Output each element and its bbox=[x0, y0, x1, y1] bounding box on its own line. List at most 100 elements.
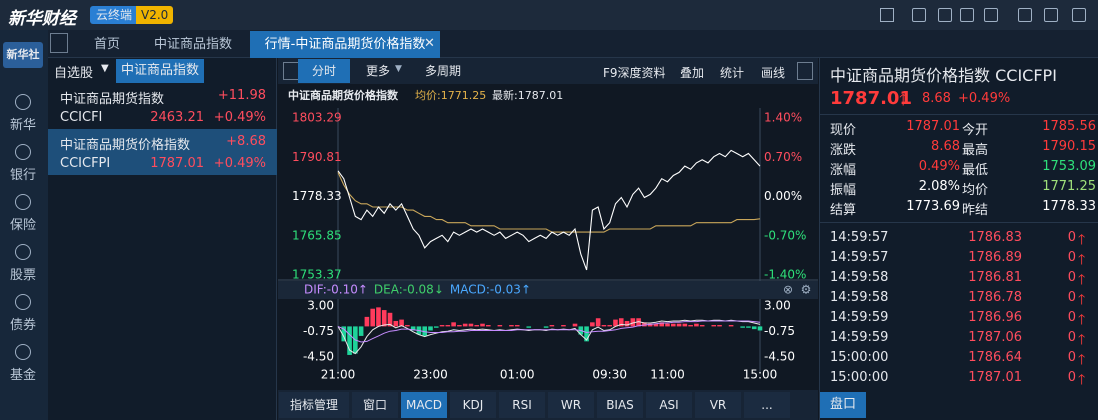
toolbar-button[interactable]: 多周期 bbox=[425, 64, 462, 78]
tick-arrow: 🡑 bbox=[1078, 352, 1086, 368]
toolbar-button[interactable]: 叠加 bbox=[680, 66, 705, 80]
tick-price: 1786.64 bbox=[968, 350, 1022, 365]
sidebar-item[interactable]: 基金 bbox=[10, 368, 37, 383]
sidebar-icon[interactable] bbox=[15, 244, 31, 260]
tick-volume: 0 bbox=[1067, 310, 1076, 325]
indicator-tab[interactable]: RSI bbox=[499, 392, 545, 418]
macd-bar bbox=[422, 326, 428, 336]
panel-toggle[interactable] bbox=[50, 33, 68, 53]
macd-bar bbox=[590, 322, 595, 327]
chart-toggle[interactable] bbox=[283, 62, 299, 80]
dropdown-arrow[interactable]: ▼ bbox=[101, 63, 109, 74]
y2-tick-label: -0.75 bbox=[764, 324, 795, 338]
indicator-tab[interactable]: KDJ bbox=[450, 392, 496, 418]
watchlist-title[interactable]: 自选股 bbox=[54, 66, 94, 81]
window-button[interactable] bbox=[1018, 8, 1032, 22]
sidebar-icon[interactable] bbox=[15, 194, 31, 210]
sidebar-icon[interactable] bbox=[15, 294, 31, 310]
price-line bbox=[337, 149, 761, 271]
item-name[interactable]: 中证商品期货价格指数 bbox=[60, 138, 191, 153]
indicator-label: DIF:-0.10↑ bbox=[304, 283, 368, 297]
settings-icon: ⚙ bbox=[801, 283, 812, 297]
tab[interactable]: 中证商品指数 bbox=[153, 37, 232, 52]
field-label: 最高 bbox=[962, 143, 989, 158]
window-button[interactable] bbox=[984, 8, 998, 22]
tick-price: 1786.81 bbox=[968, 270, 1022, 285]
intraday-chart: 1803.29 1790.81 1778.33 1765.85 1753.37 1.40%… bbox=[278, 108, 818, 382]
x-tick-label: 09:30 bbox=[592, 368, 627, 382]
sidebar-icon[interactable] bbox=[15, 144, 31, 160]
top-bar bbox=[0, 0, 1098, 30]
tick-arrow: 🡑 bbox=[1078, 272, 1086, 288]
indicator-tab[interactable]: WR bbox=[548, 392, 594, 418]
window-button[interactable] bbox=[960, 8, 974, 22]
macd-bar bbox=[659, 322, 665, 327]
tick-price: 1787.06 bbox=[968, 330, 1022, 345]
window-button[interactable] bbox=[938, 8, 952, 22]
macd-bar bbox=[341, 326, 347, 342]
indicator-tab[interactable]: MACD bbox=[401, 392, 447, 418]
indicator-tab[interactable]: BIAS bbox=[597, 392, 643, 418]
macd-bar bbox=[653, 323, 659, 327]
macd-line bbox=[337, 320, 761, 343]
y2-tick-label: 3.00 bbox=[764, 299, 791, 313]
toolbar-button[interactable]: 统计 bbox=[720, 66, 745, 80]
watchlist-panel bbox=[48, 58, 277, 420]
sidebar-icon[interactable] bbox=[15, 344, 31, 360]
macd-bar bbox=[526, 326, 532, 328]
y-tick-label: 3.00 bbox=[307, 299, 334, 313]
macd-bar bbox=[376, 307, 381, 327]
indicator-tab[interactable]: VR bbox=[695, 392, 741, 418]
tab[interactable]: 行情-中证商品期货价格指数 bbox=[250, 31, 440, 58]
tick-price: 1787.01 bbox=[968, 370, 1022, 385]
x-tick-label: 21:00 bbox=[321, 368, 356, 382]
tick-arrow: 🡑 bbox=[1078, 232, 1086, 248]
tab[interactable]: 首页 bbox=[93, 37, 120, 52]
macd-bar bbox=[474, 325, 480, 327]
field-value: 1778.33 bbox=[1042, 199, 1096, 214]
macd-bar bbox=[347, 326, 352, 355]
tab-close[interactable]: ✕ bbox=[424, 36, 435, 51]
toolbar-button[interactable]: 画线 bbox=[761, 66, 786, 80]
macd-bar bbox=[676, 323, 682, 327]
watchlist-group[interactable]: 中证商品指数 bbox=[116, 59, 205, 83]
tab-bar bbox=[48, 30, 1098, 58]
field-label: 均价 bbox=[962, 183, 989, 198]
quote-price: 1787.01 bbox=[830, 88, 912, 109]
toolbar-button[interactable]: 分时 bbox=[298, 59, 351, 83]
indicator-tab[interactable]: ASI bbox=[646, 392, 692, 418]
indicator-tab[interactable]: 窗口 bbox=[352, 392, 398, 418]
indicator-tab[interactable]: ... bbox=[744, 392, 790, 418]
field-value: 1790.15 bbox=[1042, 139, 1096, 154]
y2-tick-label: -0.70% bbox=[764, 228, 806, 242]
product-badge[interactable]: 云终端 bbox=[90, 6, 139, 24]
sidebar-item[interactable]: 股票 bbox=[10, 268, 37, 283]
sidebar-item[interactable]: 新华 bbox=[10, 118, 37, 133]
item-name[interactable]: 中证商品期货指数 bbox=[60, 92, 165, 107]
sidebar-item[interactable]: 债券 bbox=[10, 318, 37, 333]
window-button[interactable] bbox=[1072, 8, 1086, 22]
sidebar-icon[interactable] bbox=[15, 94, 31, 110]
y2-tick-label: -1.40% bbox=[764, 268, 806, 282]
macd-bar bbox=[757, 326, 763, 331]
x-tick-label: 15:00 bbox=[743, 368, 778, 382]
indicator-tab[interactable]: 指标管理 bbox=[279, 392, 349, 418]
toolbar-button[interactable]: 更多 bbox=[366, 64, 391, 78]
chart-toggle[interactable] bbox=[797, 62, 813, 80]
macd-bar bbox=[670, 323, 676, 327]
window-button[interactable] bbox=[880, 8, 894, 22]
dropdown-arrow[interactable]: ▼ bbox=[395, 64, 402, 74]
macd-bar bbox=[688, 325, 693, 327]
quote-tab[interactable]: 盘口 bbox=[820, 392, 866, 418]
toolbar-button[interactable]: F9深度资料 bbox=[603, 66, 666, 80]
macd-bar bbox=[694, 323, 699, 327]
window-button[interactable] bbox=[912, 8, 926, 22]
window-button[interactable] bbox=[1044, 8, 1058, 22]
macd-bar bbox=[584, 326, 589, 342]
sidebar-item[interactable]: 保险 bbox=[10, 218, 37, 233]
sidebar-item[interactable]: 银行 bbox=[10, 168, 37, 183]
tick-volume: 0 bbox=[1067, 290, 1076, 305]
field-label: 最低 bbox=[962, 163, 989, 178]
tick-volume: 0 bbox=[1067, 330, 1076, 345]
tick-arrow: 🡑 bbox=[1078, 332, 1086, 348]
